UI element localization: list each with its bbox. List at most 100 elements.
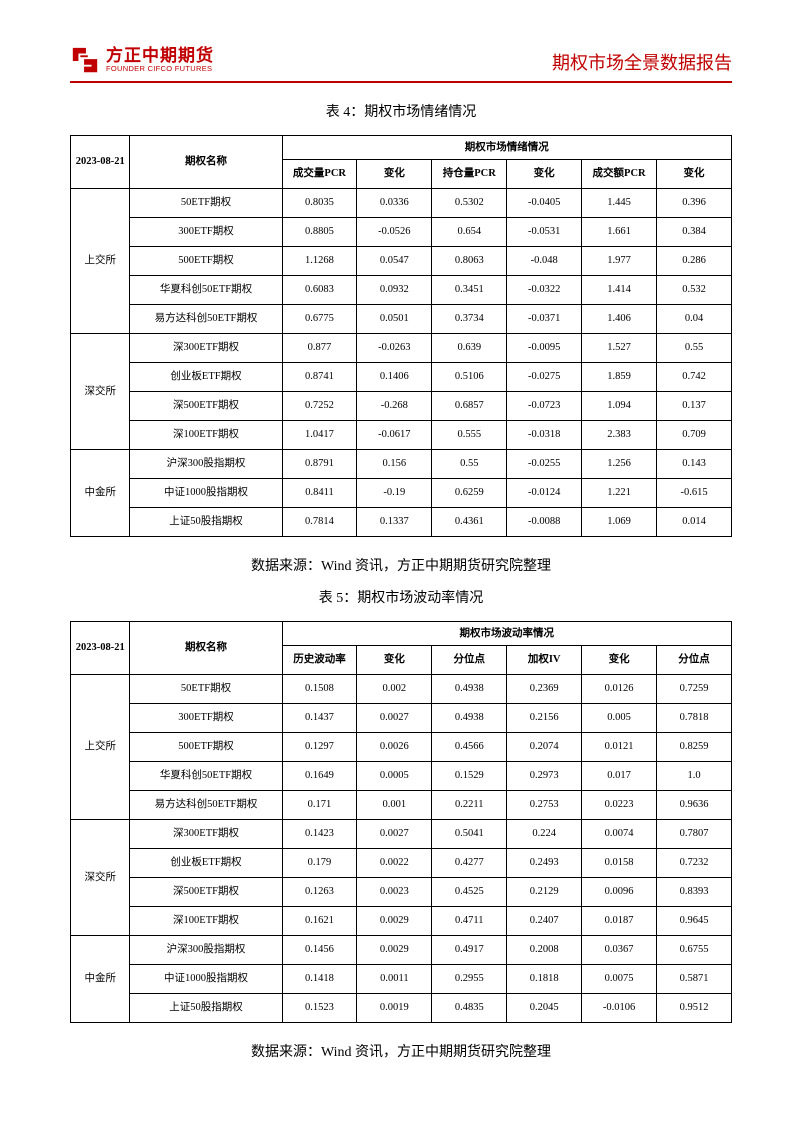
value-cell: 0.8063: [432, 247, 507, 276]
table5: 2023-08-21 期权名称 期权市场波动率情况 历史波动率 变化 分位点 加…: [70, 621, 732, 1023]
exchange-cell: 深交所: [71, 820, 130, 936]
table-row: 深500ETF期权0.12630.00230.45250.21290.00960…: [71, 878, 732, 907]
value-cell: 2.383: [582, 421, 657, 450]
value-cell: 0.7232: [657, 849, 732, 878]
value-cell: 0.0223: [582, 791, 657, 820]
value-cell: 0.1649: [282, 762, 357, 791]
value-cell: -0.0088: [507, 508, 582, 537]
value-cell: 1.977: [582, 247, 657, 276]
value-cell: 0.9636: [657, 791, 732, 820]
value-cell: -0.19: [357, 479, 432, 508]
value-cell: 1.069: [582, 508, 657, 537]
value-cell: 0.1406: [357, 363, 432, 392]
value-cell: 0.384: [657, 218, 732, 247]
option-name-cell: 深500ETF期权: [130, 878, 282, 907]
value-cell: 0.4566: [432, 733, 507, 762]
date-header: 2023-08-21: [71, 622, 130, 675]
col-header: 持仓量PCR: [432, 160, 507, 189]
value-cell: 0.4835: [432, 994, 507, 1023]
table5-source: 数据来源：Wind 资讯，方正中期期货研究院整理: [70, 1041, 732, 1061]
table-row: 300ETF期权0.8805-0.05260.654-0.05311.6610.…: [71, 218, 732, 247]
table-row: 上交所50ETF期权0.15080.0020.49380.23690.01260…: [71, 675, 732, 704]
value-cell: 1.406: [582, 305, 657, 334]
option-name-cell: 500ETF期权: [130, 733, 282, 762]
table-row: 300ETF期权0.14370.00270.49380.21560.0050.7…: [71, 704, 732, 733]
value-cell: 0.1621: [282, 907, 357, 936]
value-cell: -0.0275: [507, 363, 582, 392]
option-name-cell: 深300ETF期权: [130, 334, 282, 363]
table-row: 深交所深300ETF期权0.877-0.02630.639-0.00951.52…: [71, 334, 732, 363]
value-cell: 0.179: [282, 849, 357, 878]
value-cell: 0.4938: [432, 675, 507, 704]
value-cell: 0.0074: [582, 820, 657, 849]
value-cell: 0.1337: [357, 508, 432, 537]
value-cell: 0.55: [432, 450, 507, 479]
value-cell: 0.7818: [657, 704, 732, 733]
table-row: 深100ETF期权1.0417-0.06170.555-0.03182.3830…: [71, 421, 732, 450]
option-name-cell: 创业板ETF期权: [130, 849, 282, 878]
col-header: 分位点: [432, 646, 507, 675]
value-cell: 0.2955: [432, 965, 507, 994]
value-cell: 0.0096: [582, 878, 657, 907]
value-cell: 0.4917: [432, 936, 507, 965]
exchange-cell: 上交所: [71, 675, 130, 820]
table5-super-header: 期权市场波动率情况: [282, 622, 732, 646]
table-row: 易方达科创50ETF期权0.67750.05010.3734-0.03711.4…: [71, 305, 732, 334]
value-cell: -0.0255: [507, 450, 582, 479]
table-row: 创业板ETF期权0.87410.14060.5106-0.02751.8590.…: [71, 363, 732, 392]
value-cell: 0.005: [582, 704, 657, 733]
exchange-cell: 中金所: [71, 936, 130, 1023]
option-name-cell: 50ETF期权: [130, 189, 282, 218]
table-row: 上交所50ETF期权0.80350.03360.5302-0.04051.445…: [71, 189, 732, 218]
table-row: 中证1000股指期权0.14180.00110.29550.18180.0075…: [71, 965, 732, 994]
value-cell: 0.2074: [507, 733, 582, 762]
value-cell: 0.0187: [582, 907, 657, 936]
option-name-cell: 300ETF期权: [130, 218, 282, 247]
option-name-cell: 中证1000股指期权: [130, 479, 282, 508]
table-row: 上证50股指期权0.78140.13370.4361-0.00881.0690.…: [71, 508, 732, 537]
table-row: 易方达科创50ETF期权0.1710.0010.22110.27530.0223…: [71, 791, 732, 820]
value-cell: 0.143: [657, 450, 732, 479]
value-cell: 0.1508: [282, 675, 357, 704]
table-row: 上证50股指期权0.15230.00190.48350.2045-0.01060…: [71, 994, 732, 1023]
value-cell: 0.2045: [507, 994, 582, 1023]
option-name-cell: 易方达科创50ETF期权: [130, 791, 282, 820]
table-row: 中金所沪深300股指期权0.87910.1560.55-0.02551.2560…: [71, 450, 732, 479]
value-cell: 1.0417: [282, 421, 357, 450]
option-name-cell: 深100ETF期权: [130, 421, 282, 450]
value-cell: 0.5106: [432, 363, 507, 392]
name-header: 期权名称: [130, 136, 282, 189]
name-header: 期权名称: [130, 622, 282, 675]
value-cell: 0.709: [657, 421, 732, 450]
value-cell: 0.1529: [432, 762, 507, 791]
value-cell: 0.224: [507, 820, 582, 849]
value-cell: 0.5302: [432, 189, 507, 218]
table-row: 中证1000股指期权0.8411-0.190.6259-0.01241.221-…: [71, 479, 732, 508]
value-cell: 0.1423: [282, 820, 357, 849]
col-header: 加权IV: [507, 646, 582, 675]
value-cell: 0.532: [657, 276, 732, 305]
value-cell: -0.0723: [507, 392, 582, 421]
value-cell: 0.2129: [507, 878, 582, 907]
value-cell: 0.6857: [432, 392, 507, 421]
value-cell: -0.268: [357, 392, 432, 421]
value-cell: 1.256: [582, 450, 657, 479]
value-cell: 0.0126: [582, 675, 657, 704]
report-title: 期权市场全景数据报告: [552, 49, 732, 75]
exchange-cell: 中金所: [71, 450, 130, 537]
value-cell: 1.221: [582, 479, 657, 508]
value-cell: 0.1818: [507, 965, 582, 994]
value-cell: 0.001: [357, 791, 432, 820]
value-cell: 0.0005: [357, 762, 432, 791]
logo-text-en: FOUNDER CIFCO FUTURES: [106, 65, 214, 73]
value-cell: 0.1523: [282, 994, 357, 1023]
value-cell: -0.615: [657, 479, 732, 508]
value-cell: 0.156: [357, 450, 432, 479]
value-cell: -0.0106: [582, 994, 657, 1023]
value-cell: 0.1263: [282, 878, 357, 907]
value-cell: 0.0932: [357, 276, 432, 305]
value-cell: 0.6259: [432, 479, 507, 508]
value-cell: 0.2753: [507, 791, 582, 820]
value-cell: -0.0263: [357, 334, 432, 363]
option-name-cell: 上证50股指期权: [130, 994, 282, 1023]
